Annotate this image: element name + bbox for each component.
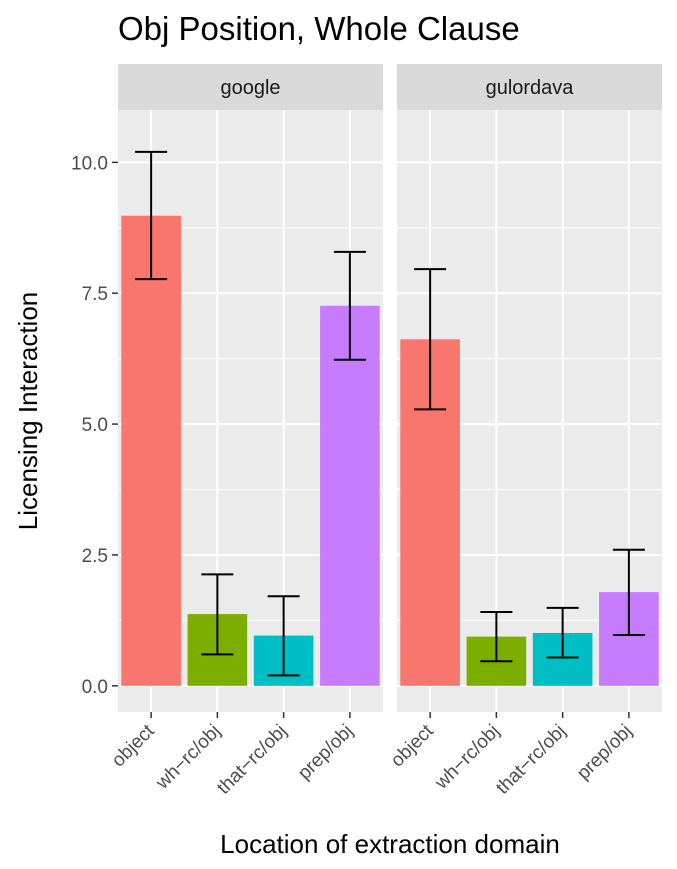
facet-strip-label: gulordava	[486, 77, 575, 99]
x-axis-title: Location of extraction domain	[220, 829, 560, 859]
x-tick-label: prep/obj	[294, 721, 357, 784]
y-axis: 0.0 2.5 5.0 7.5 10.0	[71, 153, 118, 698]
x-tick-label: that−rc/obj	[492, 721, 570, 799]
error-bar	[612, 548, 645, 637]
facet-strip-google	[118, 64, 383, 110]
bar-google-3	[320, 305, 380, 686]
facet-strip-gulordava	[397, 64, 662, 110]
error-bar	[546, 606, 579, 659]
error-bar	[333, 250, 366, 361]
x-tick-label: that−rc/obj	[213, 721, 291, 799]
y-tick-label: 0.0	[82, 677, 108, 698]
bar-google-0	[121, 215, 181, 686]
error-bar	[267, 595, 300, 677]
chart-title: Obj Position, Whole Clause	[118, 10, 520, 47]
y-tick-label: 10.0	[71, 153, 108, 174]
error-bar	[480, 611, 513, 663]
x-tick-label: object	[108, 720, 159, 771]
x-tick-label: prep/obj	[573, 721, 636, 784]
y-tick-label: 7.5	[82, 284, 108, 305]
y-axis-title: Licensing Interaction	[13, 292, 43, 530]
y-tick-label: 5.0	[82, 415, 108, 436]
y-tick-label: 2.5	[82, 546, 108, 567]
x-tick-label: object	[387, 720, 438, 771]
facet-strip-label: google	[220, 77, 280, 99]
error-bar	[135, 150, 168, 281]
error-bar	[201, 573, 234, 656]
error-bar	[414, 268, 447, 411]
